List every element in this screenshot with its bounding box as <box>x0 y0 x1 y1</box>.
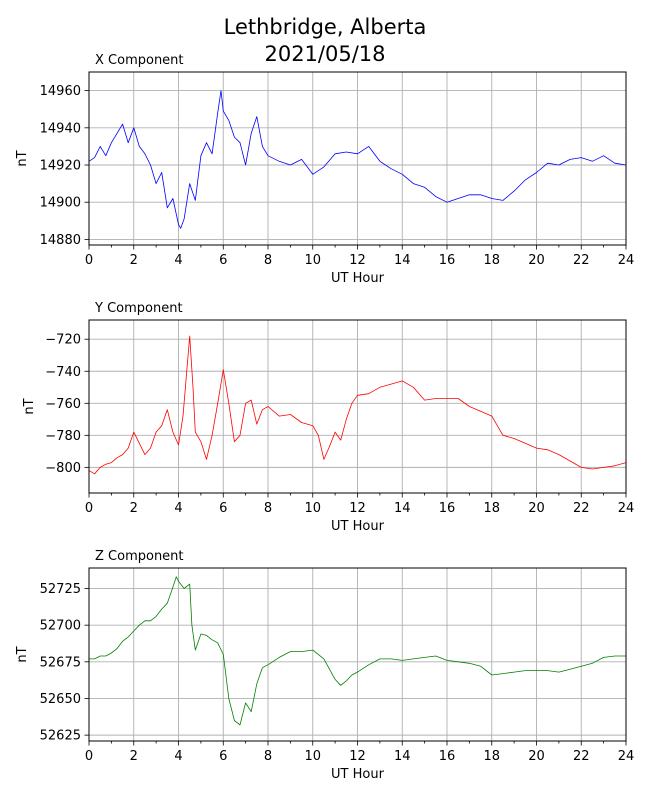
y-y-tick-label: −760 <box>45 397 81 412</box>
z-series-line <box>89 576 626 726</box>
z-x-tick-label: 6 <box>219 749 227 764</box>
z-x-tick-label: 24 <box>618 749 635 764</box>
x-x-tick-label: 6 <box>219 253 227 268</box>
x-x-tick-label: 18 <box>483 253 500 268</box>
y-x-tick-label: 10 <box>304 501 321 516</box>
x-y-tick-label: 14880 <box>40 233 81 248</box>
y-x-tick-label: 16 <box>439 501 456 516</box>
x-x-tick-label: 24 <box>618 253 635 268</box>
x-x-tick-label: 14 <box>394 253 411 268</box>
z-x-tick-label: 18 <box>483 749 500 764</box>
x-x-axis-label: UT Hour <box>331 271 385 286</box>
z-x-tick-label: 2 <box>130 749 138 764</box>
y-x-tick-label: 20 <box>528 501 545 516</box>
y-y-tick-label: −740 <box>45 365 81 380</box>
z-y-tick-label: 52625 <box>40 729 81 744</box>
x-x-tick-label: 12 <box>349 253 366 268</box>
y-y-tick-label: −780 <box>45 429 81 444</box>
z-component-panel: 0 2 4 6 8 10 12 14 16 18 20 22 245262552650526755270… <box>15 549 634 782</box>
z-x-tick-label: 20 <box>528 749 545 764</box>
z-x-tick-label: 4 <box>174 749 182 764</box>
y-panel-title: Y Component <box>94 301 183 316</box>
y-x-tick-label: 4 <box>174 501 182 516</box>
x-y-axis-label: nT <box>15 150 30 166</box>
x-panel-title: X Component <box>95 53 184 68</box>
z-y-axis-label: nT <box>15 646 30 662</box>
z-y-tick-label: 52700 <box>40 619 81 634</box>
z-x-axis-label: UT Hour <box>331 767 385 782</box>
z-x-tick-label: 16 <box>439 749 456 764</box>
z-x-tick-label: 10 <box>304 749 321 764</box>
x-x-tick-label: 16 <box>439 253 456 268</box>
x-y-tick-label: 14940 <box>40 121 81 136</box>
x-series-line <box>89 90 626 229</box>
figure-title-location: Lethbridge, Alberta <box>224 15 427 39</box>
z-x-tick-label: 0 <box>85 749 93 764</box>
x-x-tick-label: 10 <box>304 253 321 268</box>
y-x-tick-label: 6 <box>219 501 227 516</box>
x-y-tick-label: 14920 <box>40 159 81 174</box>
y-x-tick-label: 2 <box>130 501 138 516</box>
z-panel-title: Z Component <box>95 549 184 564</box>
z-x-tick-label: 22 <box>573 749 590 764</box>
y-x-tick-label: 12 <box>349 501 366 516</box>
x-x-tick-label: 4 <box>174 253 182 268</box>
z-x-tick-label: 14 <box>394 749 411 764</box>
y-y-tick-label: −720 <box>45 333 81 348</box>
z-y-tick-label: 52650 <box>40 692 81 707</box>
y-y-axis-label: nT <box>22 398 37 414</box>
x-y-tick-label: 14960 <box>40 84 81 99</box>
y-x-tick-label: 8 <box>264 501 272 516</box>
z-x-tick-label: 12 <box>349 749 366 764</box>
y-series-line <box>89 335 626 475</box>
x-x-tick-label: 8 <box>264 253 272 268</box>
z-y-tick-label: 52725 <box>40 582 81 597</box>
y-component-panel: 0 2 4 6 8 10 12 14 16 18 20 22 24−800−780−760−740−72… <box>22 301 634 534</box>
x-x-tick-label: 0 <box>85 253 93 268</box>
y-x-tick-label: 22 <box>573 501 590 516</box>
y-x-tick-label: 0 <box>85 501 93 516</box>
figure-title-date: 2021/05/18 <box>264 42 385 66</box>
x-component-panel: 0 2 4 6 8 10 12 14 16 18 20 22 241488014900149201494… <box>15 53 634 286</box>
y-y-tick-label: −800 <box>45 461 81 476</box>
x-y-tick-label: 14900 <box>40 196 81 211</box>
x-x-tick-label: 22 <box>573 253 590 268</box>
z-x-tick-label: 8 <box>264 749 272 764</box>
x-x-tick-label: 20 <box>528 253 545 268</box>
x-x-tick-label: 2 <box>130 253 138 268</box>
y-x-tick-label: 18 <box>483 501 500 516</box>
y-x-tick-label: 24 <box>618 501 635 516</box>
z-y-tick-label: 52675 <box>40 655 81 670</box>
y-x-tick-label: 14 <box>394 501 411 516</box>
y-x-axis-label: UT Hour <box>331 519 385 534</box>
